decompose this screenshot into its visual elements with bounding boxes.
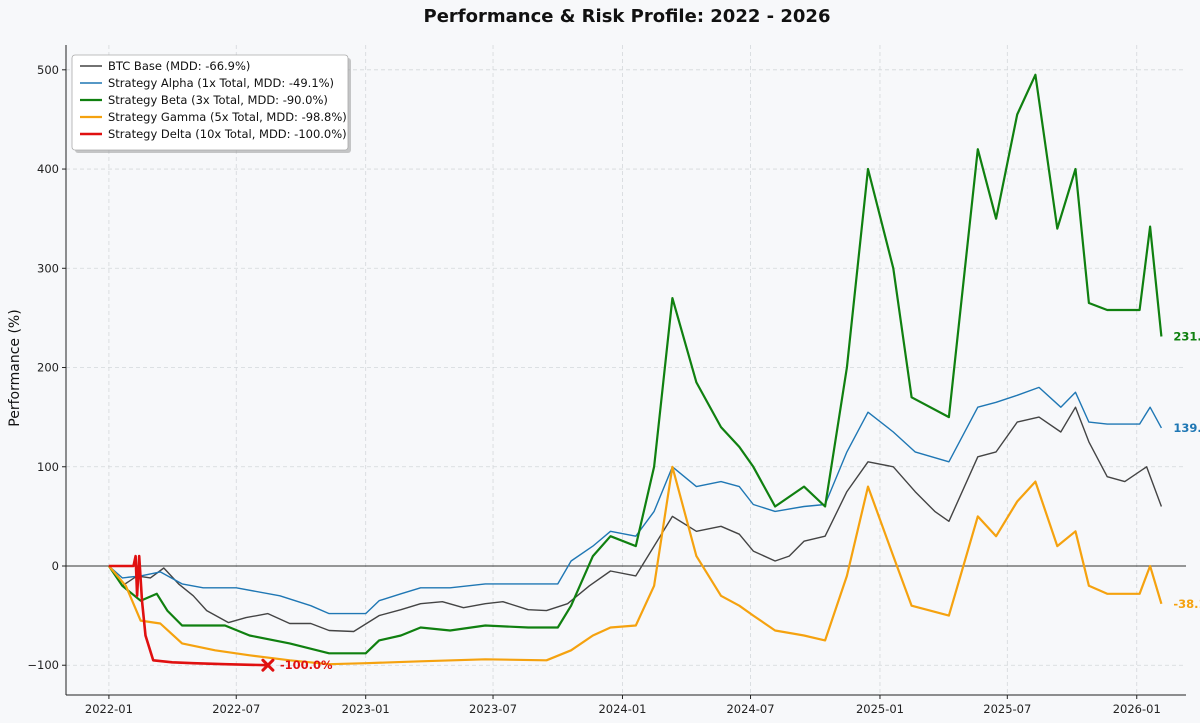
x-tick-label: 2025-01	[856, 702, 904, 716]
legend-entry: Strategy Delta (10x Total, MDD: -100.0%)	[80, 127, 347, 141]
legend-entry: Strategy Beta (3x Total, MDD: -90.0%)	[80, 93, 328, 107]
series-end-marker	[261, 658, 275, 672]
y-tick-label: 0	[52, 559, 59, 573]
end-labels: 231.3% 139.2% -38.1% -100.0%	[280, 329, 1200, 672]
axes: −100 0 100 200 300 400 500 2022-01 2022-07 2023-0…	[27, 45, 1186, 716]
legend-label: Strategy Gamma (5x Total, MDD: -98.8%)	[108, 110, 347, 124]
x-tick-label: 2022-07	[212, 702, 260, 716]
legend-entry: Strategy Alpha (1x Total, MDD: -49.1%)	[80, 76, 334, 90]
series-line-5	[108, 554, 268, 667]
y-axis-label: Performance (%)	[7, 309, 23, 426]
x-tick-label: 2023-07	[469, 702, 517, 716]
legend: BTC Base (MDD: -66.9%) Strategy Alpha (1x…	[71, 54, 351, 153]
x-tick-label: 2025-07	[983, 702, 1031, 716]
series-line-4	[108, 465, 1163, 666]
legend-entry: BTC Base (MDD: -66.9%)	[80, 59, 250, 73]
legend-label: Strategy Delta (10x Total, MDD: -100.0%)	[108, 127, 347, 141]
x-tick-label: 2026-01	[1113, 702, 1161, 716]
legend-box	[71, 54, 349, 151]
x-tick-label: 2022-01	[85, 702, 133, 716]
series-lines	[107, 73, 1163, 672]
y-tick-label: 100	[37, 460, 59, 474]
y-tick-label: 300	[37, 261, 59, 275]
series-line-3	[107, 73, 1163, 655]
x-tick-label: 2024-07	[726, 702, 774, 716]
end-value-label: 231.3%	[1173, 329, 1200, 343]
y-tick-label: 400	[37, 162, 59, 176]
y-tick-label: 500	[37, 63, 59, 77]
legend-entry: Strategy Gamma (5x Total, MDD: -98.8%)	[80, 110, 347, 124]
end-value-label: -38.1%	[1173, 597, 1200, 611]
legend-label: Strategy Alpha (1x Total, MDD: -49.1%)	[108, 76, 334, 90]
legend-label: Strategy Beta (3x Total, MDD: -90.0%)	[108, 93, 328, 107]
x-tick-label: 2023-01	[342, 702, 390, 716]
y-tick-label: 200	[37, 361, 59, 375]
series-line-1	[108, 406, 1163, 633]
end-value-label: 139.2%	[1173, 421, 1200, 435]
end-value-label: -100.0%	[280, 658, 333, 672]
x-tick-label: 2024-01	[598, 702, 646, 716]
chart-title: Performance & Risk Profile: 2022 - 2026	[424, 6, 831, 27]
grid	[66, 45, 1186, 695]
y-tick-label: −100	[27, 658, 59, 672]
end-marker-stroke	[261, 658, 275, 672]
legend-label: BTC Base (MDD: -66.9%)	[108, 59, 250, 73]
